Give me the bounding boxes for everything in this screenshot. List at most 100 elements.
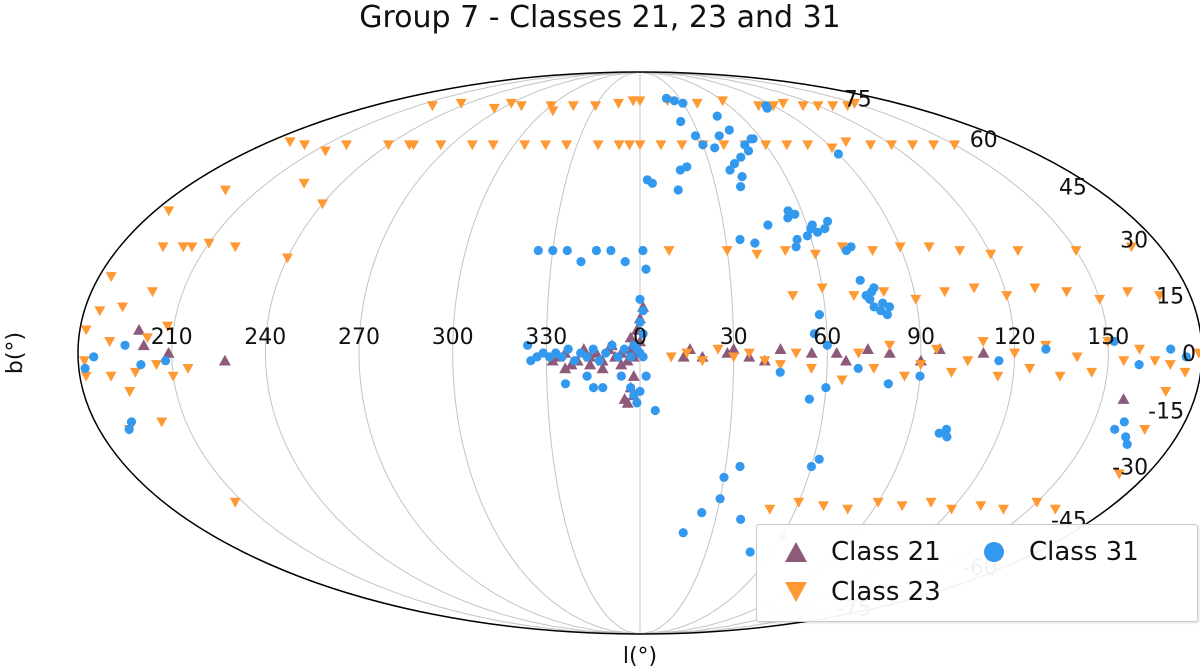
point-class-31 xyxy=(915,371,925,381)
point-class-23 xyxy=(717,96,729,107)
point-class-23 xyxy=(80,325,92,336)
point-class-31 xyxy=(678,98,688,108)
gridline-lon xyxy=(452,71,641,635)
point-class-23 xyxy=(975,501,987,512)
point-class-31 xyxy=(821,383,831,393)
point-class-21 xyxy=(218,354,231,366)
point-class-31 xyxy=(606,245,616,256)
point-class-31 xyxy=(814,454,824,464)
point-class-31 xyxy=(878,298,888,308)
point-class-23 xyxy=(774,360,786,371)
point-class-23 xyxy=(298,178,310,189)
point-class-31 xyxy=(126,417,137,427)
y-tick-label: 60 xyxy=(970,128,998,153)
point-class-31 xyxy=(941,424,952,434)
point-class-23 xyxy=(712,344,724,355)
point-class-23 xyxy=(219,185,231,196)
point-class-23 xyxy=(743,348,755,359)
point-class-23 xyxy=(1094,294,1106,305)
point-class-31 xyxy=(822,340,832,350)
point-class-23 xyxy=(884,340,896,351)
point-class-23 xyxy=(505,98,517,109)
point-class-31 xyxy=(690,131,701,141)
point-class-23 xyxy=(1193,348,1200,359)
point-class-31 xyxy=(678,528,688,538)
y-tick-label: -30 xyxy=(1112,456,1148,481)
point-class-21 xyxy=(627,370,640,381)
point-class-23 xyxy=(150,360,162,371)
x-tick-label: 300 xyxy=(432,325,474,350)
point-class-31 xyxy=(626,383,636,393)
point-class-23 xyxy=(997,504,1009,515)
point-class-23 xyxy=(613,98,625,109)
point-class-31 xyxy=(715,494,725,504)
y-tick-label: 0 xyxy=(1182,342,1196,367)
point-class-23 xyxy=(634,96,646,107)
point-class-31 xyxy=(594,356,605,366)
point-class-23 xyxy=(992,371,1004,382)
point-class-23 xyxy=(1134,344,1146,355)
point-class-31 xyxy=(823,216,833,226)
point-class-23 xyxy=(840,137,852,148)
point-class-23 xyxy=(802,140,814,151)
point-class-23 xyxy=(867,246,879,256)
point-class-31 xyxy=(814,310,825,320)
point-class-23 xyxy=(842,504,854,515)
point-class-31 xyxy=(698,140,708,150)
point-class-23 xyxy=(561,140,573,151)
point-class-31 xyxy=(588,383,599,393)
point-class-21 xyxy=(596,362,609,374)
point-class-31 xyxy=(601,348,611,358)
point-class-31 xyxy=(855,275,865,285)
y-tick-label: 75 xyxy=(844,87,872,112)
chart-title: Group 7 - Classes 21, 23 and 31 xyxy=(359,0,841,35)
point-class-23 xyxy=(805,364,817,374)
point-class-23 xyxy=(777,98,789,109)
gridline-lon xyxy=(264,71,641,635)
point-class-31 xyxy=(790,209,800,219)
point-class-31 xyxy=(712,111,722,121)
data-points xyxy=(78,93,1200,557)
point-class-31 xyxy=(806,461,817,472)
point-class-21 xyxy=(883,347,896,358)
point-class-23 xyxy=(721,246,733,256)
point-class-23 xyxy=(1061,287,1073,298)
point-class-31 xyxy=(582,371,592,381)
point-class-31 xyxy=(638,245,648,256)
point-class-23 xyxy=(817,501,829,512)
point-class-23 xyxy=(177,242,189,253)
point-class-21 xyxy=(133,323,146,335)
point-class-23 xyxy=(515,101,527,112)
point-class-21 xyxy=(1117,393,1130,404)
point-class-23 xyxy=(299,140,311,151)
point-class-31 xyxy=(642,175,653,185)
point-class-23 xyxy=(167,371,179,382)
point-class-23 xyxy=(954,246,966,256)
point-class-31 xyxy=(161,356,171,366)
point-class-31 xyxy=(136,360,146,370)
point-class-31 xyxy=(736,514,746,525)
point-class-21 xyxy=(727,343,740,354)
point-class-23 xyxy=(1012,246,1024,256)
point-class-23 xyxy=(590,101,602,112)
point-class-23 xyxy=(1029,283,1041,294)
point-class-23 xyxy=(886,140,898,151)
legend-label-class-23: Class 23 xyxy=(831,577,941,607)
point-class-23 xyxy=(455,98,467,109)
point-class-23 xyxy=(1054,371,1066,382)
point-class-23 xyxy=(696,356,708,367)
legend-item-class-31: Class 31 xyxy=(979,537,1139,567)
point-class-23 xyxy=(894,242,906,253)
point-class-23 xyxy=(592,140,604,151)
point-class-21 xyxy=(618,393,631,404)
point-class-23 xyxy=(836,375,848,386)
point-class-23 xyxy=(284,137,296,148)
point-class-31 xyxy=(1134,360,1144,370)
point-class-23 xyxy=(540,140,552,151)
point-class-31 xyxy=(616,371,626,381)
point-class-31 xyxy=(635,294,645,304)
point-class-31 xyxy=(669,96,680,106)
point-class-31 xyxy=(729,159,740,169)
point-class-31 xyxy=(1122,439,1132,449)
point-class-31 xyxy=(526,356,536,366)
